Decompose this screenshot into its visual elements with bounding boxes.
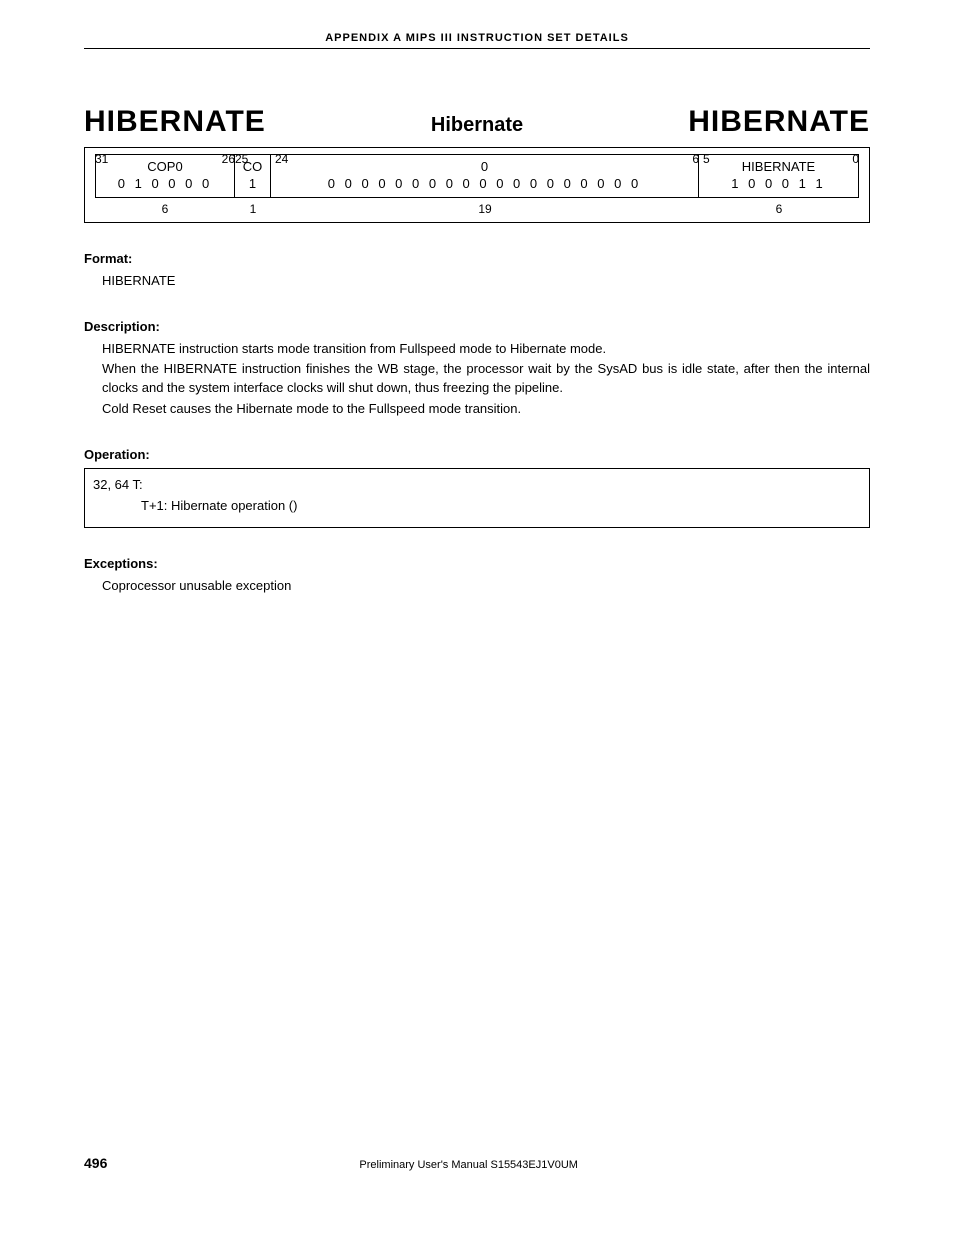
width-19: 19 — [271, 202, 699, 216]
op-line1: 32, 64 T: — [93, 475, 861, 496]
page-number: 496 — [84, 1155, 107, 1171]
width-6a: 6 — [95, 202, 235, 216]
field-zero-bits: 0 0 0 0 0 0 0 0 0 0 0 0 0 0 0 0 0 0 0 — [273, 176, 696, 193]
field-co-name: CO — [237, 159, 268, 176]
operation-label: Operation: — [84, 447, 870, 462]
footer-center: Preliminary User's Manual S15543EJ1V0UM — [107, 1159, 830, 1171]
width-6b: 6 — [699, 202, 859, 216]
field-hib-bits: 1 0 0 0 1 1 — [701, 176, 856, 193]
field-co-bits: 1 — [237, 176, 268, 193]
encoding-diagram: 31 26 25 24 6 5 0 COP0 0 1 0 0 0 0 CO 1 — [84, 147, 870, 223]
field-cop0-name: COP0 — [98, 159, 232, 176]
desc-line2: When the HIBERNATE instruction finishes … — [102, 360, 870, 398]
field-cop0-bits: 0 1 0 0 0 0 — [98, 176, 232, 193]
instr-name-left: HIBERNATE — [84, 105, 266, 139]
field-zero-name: 0 — [273, 159, 696, 176]
desc-line3: Cold Reset causes the Hibernate mode to … — [102, 400, 870, 419]
exceptions-body: Coprocessor unusable exception — [102, 577, 870, 596]
description-label: Description: — [84, 319, 870, 334]
instruction-title-row: HIBERNATE Hibernate HIBERNATE — [84, 105, 870, 139]
width-1: 1 — [235, 202, 271, 216]
exceptions-label: Exceptions: — [84, 556, 870, 571]
operation-box: 32, 64 T: T+1: Hibernate operation () — [84, 468, 870, 528]
desc-line1: HIBERNATE instruction starts mode transi… — [102, 340, 870, 359]
op-line2: T+1: Hibernate operation () — [141, 496, 861, 517]
format-label: Format: — [84, 251, 870, 266]
instr-name-right: HIBERNATE — [688, 105, 870, 139]
instr-name-center: Hibernate — [431, 114, 523, 137]
field-hib-name: HIBERNATE — [701, 159, 856, 176]
format-body: HIBERNATE — [102, 272, 870, 291]
appendix-header: APPENDIX A MIPS III INSTRUCTION SET DETA… — [84, 32, 870, 49]
page-footer: 496 Preliminary User's Manual S15543EJ1V… — [84, 1155, 870, 1171]
